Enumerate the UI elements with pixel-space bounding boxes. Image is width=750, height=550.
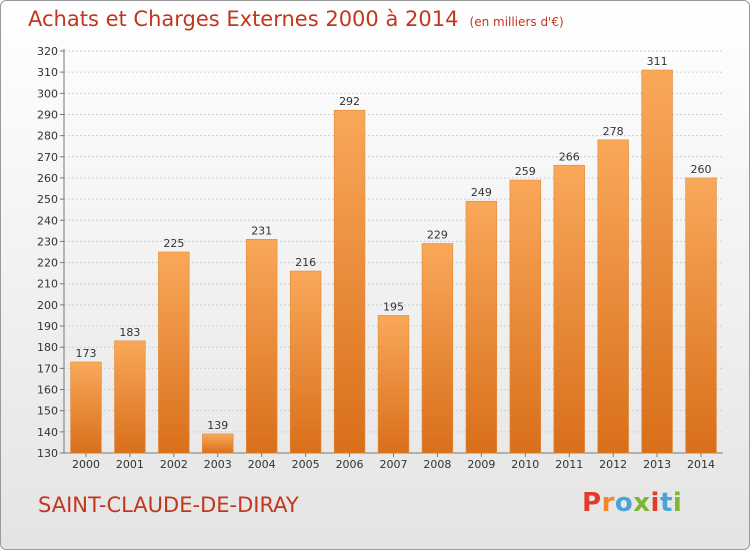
bar-value-label: 183 (119, 326, 140, 339)
bar-2001 (114, 340, 146, 454)
x-tick-label: 2008 (423, 458, 451, 471)
logo-letter: P (582, 488, 602, 518)
bar-value-label: 292 (339, 95, 360, 108)
x-tick-label: 2002 (160, 458, 188, 471)
bar-value-label: 278 (603, 125, 624, 138)
bar-2003 (202, 433, 234, 454)
bar-2004 (246, 239, 278, 454)
location-name: SAINT-CLAUDE-DE-DIRAY (38, 493, 299, 517)
chart-subtitle: (en milliers d'€) (469, 15, 564, 29)
bar-value-label: 173 (75, 347, 96, 360)
bar-value-label: 139 (207, 419, 228, 432)
bar-2012 (597, 139, 629, 454)
bar-value-label: 259 (515, 165, 536, 178)
x-tick-label: 2004 (248, 458, 276, 471)
x-tick-label: 2009 (467, 458, 495, 471)
y-tick-label: 200 (37, 299, 58, 312)
bar-2009 (465, 200, 498, 454)
logo-letter: r (601, 488, 615, 518)
x-tick-label: 2005 (292, 458, 320, 471)
bar-value-label: 311 (647, 55, 668, 68)
bar-value-label: 231 (251, 224, 272, 237)
bar-value-label: 266 (559, 150, 580, 163)
x-tick-label: 2010 (511, 458, 539, 471)
bar-2014 (685, 177, 717, 454)
y-tick-label: 140 (37, 426, 58, 439)
y-tick-label: 320 (37, 45, 58, 58)
y-tick-label: 130 (37, 447, 58, 460)
logo-letter: t (659, 488, 673, 518)
y-tick-label: 170 (37, 362, 58, 375)
bar-2002 (158, 251, 190, 454)
bar-value-label: 260 (691, 163, 712, 176)
x-tick-label: 2011 (555, 458, 583, 471)
y-tick-label: 280 (37, 130, 58, 143)
logo-letter: i (672, 488, 683, 518)
bar-value-label: 195 (383, 300, 404, 313)
y-tick-label: 250 (37, 193, 58, 206)
y-tick-label: 180 (37, 341, 58, 354)
y-tick-label: 290 (37, 108, 58, 121)
y-tick-label: 190 (37, 320, 58, 333)
y-tick-label: 220 (37, 257, 58, 270)
logo-letter: o (614, 488, 634, 518)
bar-2006 (333, 109, 366, 454)
y-tick-label: 270 (37, 151, 58, 164)
y-tick-label: 300 (37, 87, 58, 100)
y-tick-label: 210 (37, 278, 58, 291)
bar-2000 (70, 361, 102, 454)
y-tick-label: 230 (37, 235, 58, 248)
bar-2007 (377, 315, 410, 454)
bar-2013 (641, 69, 673, 454)
bar-value-label: 249 (471, 186, 492, 199)
bar-2011 (553, 164, 585, 454)
y-tick-label: 150 (37, 405, 58, 418)
bar-value-label: 216 (295, 256, 316, 269)
y-tick-label: 160 (37, 384, 58, 397)
title-row: Achats et Charges Externes 2000 à 2014 (… (28, 7, 564, 31)
x-tick-label: 2001 (116, 458, 144, 471)
bar-2005 (289, 270, 322, 454)
x-tick-label: 2007 (380, 458, 408, 471)
bar-2008 (421, 243, 454, 454)
x-tick-label: 2012 (599, 458, 627, 471)
bar-value-label: 225 (163, 237, 184, 250)
logo-letter: x (633, 488, 651, 518)
x-tick-label: 2014 (687, 458, 715, 471)
x-tick-label: 2000 (72, 458, 100, 471)
x-tick-label: 2013 (643, 458, 671, 471)
x-tick-label: 2003 (204, 458, 232, 471)
chart-title: Achats et Charges Externes 2000 à 2014 (28, 7, 459, 31)
bar-2010 (509, 179, 541, 454)
x-tick-label: 2006 (336, 458, 364, 471)
y-tick-label: 260 (37, 172, 58, 185)
y-tick-label: 310 (37, 66, 58, 79)
bars-layer (70, 69, 717, 454)
bar-value-label: 229 (427, 229, 448, 242)
proxiti-logo: Proxiti (582, 488, 682, 518)
logo-letter: i (650, 488, 660, 518)
labels-layer: 130 140 150 160 170 180 190 200 210 220 230 240 250 2… (37, 45, 715, 471)
y-tick-label: 240 (37, 214, 58, 227)
